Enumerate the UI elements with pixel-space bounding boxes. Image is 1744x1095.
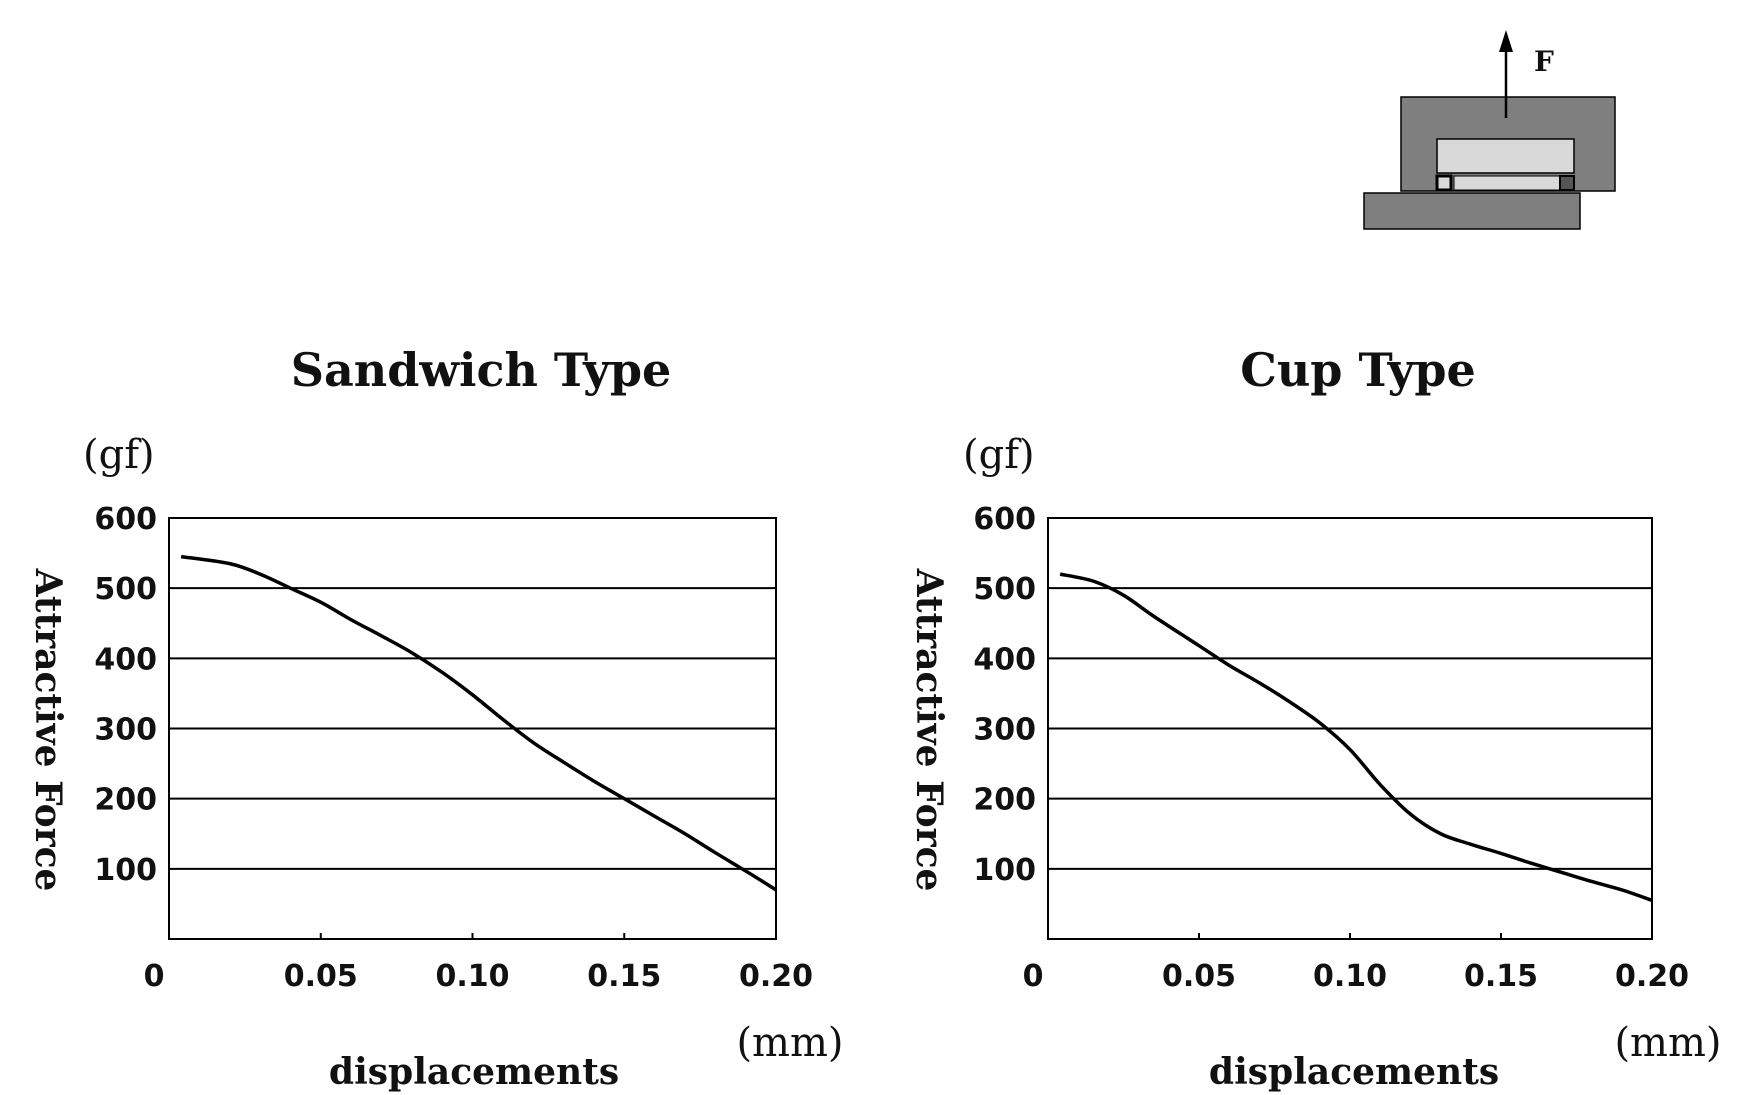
diagram-lower-gap — [1453, 175, 1561, 191]
x-unit-label: (mm) — [1614, 1020, 1721, 1066]
chart-title: Sandwich Type — [291, 343, 672, 397]
force-label: F — [1534, 45, 1554, 78]
chart-title: Cup Type — [1240, 343, 1476, 397]
y-tick-label: 500 — [973, 572, 1036, 607]
series-line — [180, 554, 777, 892]
diagram-base-plate — [1363, 192, 1581, 230]
y-axis-label: Attractive Force — [27, 568, 69, 892]
plot-area: 100 200 300 400 500 600 0 0.05 0.10 0.15 0.20 — [94, 502, 813, 994]
y-unit-label: (gf) — [83, 432, 155, 478]
force-arrow-head — [1499, 30, 1513, 52]
diagram-inner-magnet — [1436, 138, 1575, 174]
y-tick-label: 400 — [94, 642, 157, 677]
y-tick-label: 600 — [94, 502, 157, 537]
x-tick-label: 0.05 — [1162, 959, 1236, 994]
x-tick-label: 0.10 — [435, 959, 509, 994]
x-tick-label: 0.15 — [587, 959, 661, 994]
y-axis-label: Attractive Force — [908, 568, 950, 892]
x-tick-label: 0.15 — [1464, 959, 1538, 994]
chart-cup-type: Cup Type (gf) Attractive Force displacem… — [908, 343, 1722, 1093]
y-tick-label: 500 — [94, 572, 157, 607]
y-tick-label: 100 — [94, 853, 157, 888]
x-tick-label: 0 — [144, 959, 165, 994]
x-tick-label: 0.20 — [739, 959, 813, 994]
y-tick-label: 300 — [973, 713, 1036, 748]
diagram-left-small-square — [1435, 174, 1453, 192]
x-unit-label: (mm) — [736, 1020, 843, 1066]
x-tick-label: 0.05 — [284, 959, 358, 994]
y-tick-label: 200 — [973, 783, 1036, 818]
x-tick-label: 0.20 — [1615, 959, 1689, 994]
x-tick-label: 0.10 — [1313, 959, 1387, 994]
x-axis-label: displacements — [1209, 1051, 1499, 1093]
y-tick-label: 600 — [973, 502, 1036, 537]
series-line — [1059, 572, 1653, 903]
diagram-right-small-square — [1559, 175, 1575, 191]
y-tick-label: 100 — [973, 853, 1036, 888]
chart-sandwich-type: Sandwich Type (gf) Attractive Force disp… — [27, 343, 844, 1093]
y-tick-label: 300 — [94, 713, 157, 748]
y-unit-label: (gf) — [963, 432, 1035, 478]
x-axis-label: displacements — [329, 1051, 619, 1093]
y-tick-label: 400 — [973, 642, 1036, 677]
y-tick-label: 200 — [94, 783, 157, 818]
x-tick-label: 0 — [1023, 959, 1044, 994]
magnet-diagram: F — [1363, 30, 1616, 230]
plot-area: 100 200 300 400 500 600 0 0.05 0.10 0.15 0.20 — [973, 502, 1689, 994]
